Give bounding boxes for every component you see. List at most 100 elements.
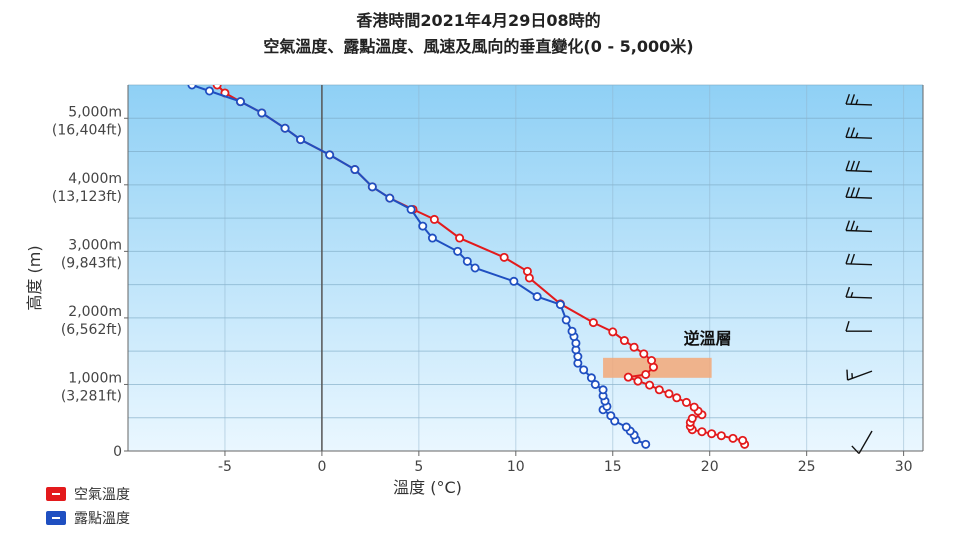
wind-barb-feather [850,127,856,138]
data-point-dew-point [296,135,306,145]
data-point-dew-point [567,326,577,336]
data-point-air-temp [429,214,439,224]
wind-barb-feather [845,321,850,332]
legend-swatch-dew-point [46,511,66,525]
data-point-dew-point [385,193,395,203]
legend-swatch-air-temp [46,487,66,501]
data-point-air-temp [654,385,664,395]
wind-barb-feather [851,445,860,455]
wind-barb-half-feather [855,132,859,138]
data-point-air-temp [716,431,726,441]
wind-barb [845,127,873,139]
wind-barb-feather [855,160,861,172]
wind-barb [845,286,873,299]
data-point-air-temp [588,318,598,328]
legend-label-dew-point: 露點溫度 [74,511,130,527]
data-point-air-temp [629,342,639,352]
data-point-air-temp [664,389,674,399]
data-point-dew-point [509,276,519,286]
data-point-air-temp [455,233,465,243]
wind-barb-staff [858,430,873,454]
data-point-dew-point [470,263,480,273]
wind-barb-feather [850,187,856,198]
wind-barb-staff [845,136,873,139]
data-point-dew-point [606,411,616,421]
y-tick-label-m: 2,000m [68,304,122,320]
wind-barb-feather [850,160,856,172]
data-point-dew-point [462,256,472,266]
data-point-air-temp [689,402,699,412]
y-tick-label-ft: (13,123ft) [52,189,122,205]
wind-barb [845,220,873,233]
data-point-air-temp [619,336,629,346]
wind-barb-feather [845,187,851,198]
wind-barb [845,160,873,173]
y-axis-label: 高度 (m) [25,245,44,310]
wind-barb-half-feather [855,99,859,105]
y-tick-label-m: 5,000m [68,104,122,120]
data-point-air-temp [645,380,655,390]
data-point-air-temp [687,413,697,423]
x-tick-label: 10 [507,459,525,475]
data-point-dew-point [586,373,596,383]
wind-barb-feather [845,160,851,171]
x-tick-label: 30 [895,459,913,475]
data-point-dew-point [598,385,608,395]
x-tick-label: 25 [798,459,816,475]
data-point-dew-point [418,221,428,231]
legend-item-dew-point[interactable]: 露點溫度 [46,506,130,530]
data-point-air-temp [623,372,633,382]
data-point-air-temp [633,376,643,386]
wind-barb [845,253,873,266]
data-point-dew-point [325,150,335,160]
wind-barb [846,369,873,381]
data-point-dew-point [187,85,197,90]
x-tick-label: 0 [317,459,326,475]
chart-title: 香港時間2021年4月29日08時的 空氣溫度、露點溫度、風速及風向的垂直變化(… [0,8,957,60]
data-point-dew-point [280,123,290,133]
wind-barb [845,321,872,332]
data-point-dew-point [204,86,214,96]
data-point-air-temp [212,85,222,90]
y-tick-label-ft: (6,562ft) [61,322,122,338]
data-point-air-temp [499,252,509,262]
data-point-air-temp [641,369,651,379]
y-tick-label-m: 4,000m [68,171,122,187]
wind-barb-staff [845,196,873,199]
wind-barb-feather [855,187,861,198]
data-point-air-temp [522,266,532,276]
wind-barb [845,187,873,199]
wind-barb-feather [846,369,849,381]
x-axis-label: 溫度 (°C) [393,478,462,497]
data-point-dew-point [621,422,631,432]
legend-item-air-temp[interactable]: 空氣溫度 [46,482,130,506]
wind-barb [851,430,873,455]
wind-barb-feather [850,94,856,105]
data-point-air-temp [738,435,748,445]
data-point-dew-point [257,108,267,118]
x-tick-label: -5 [218,459,232,475]
data-point-air-temp [647,355,657,365]
data-point-dew-point [427,233,437,243]
wind-barb-feather [850,220,856,231]
wind-barb-feather [845,253,851,264]
y-tick-label-m: 1,000m [68,370,122,386]
y-tick-label-m: 3,000m [68,237,122,253]
wind-barb-staff [845,229,873,233]
x-tick-label: 20 [701,459,719,475]
data-point-air-temp [681,397,691,407]
wind-barb-staff [845,263,873,266]
data-point-dew-point [350,165,360,175]
chart-title-line1: 香港時間2021年4月29日08時的 [356,11,601,30]
data-point-dew-point [453,246,463,256]
wind-barb-half-feather [855,225,859,232]
data-point-air-temp [672,393,682,403]
x-tick-label: 15 [604,459,622,475]
chart-title-line2: 空氣溫度、露點溫度、風速及風向的垂直變化(0 - 5,000米) [263,37,694,56]
series-dew-point [187,85,651,449]
data-point-dew-point [579,365,589,375]
y-tick-label-ft: (9,843ft) [61,255,122,271]
wind-barb-feather [845,127,851,138]
wind-barb-staff [845,169,873,173]
